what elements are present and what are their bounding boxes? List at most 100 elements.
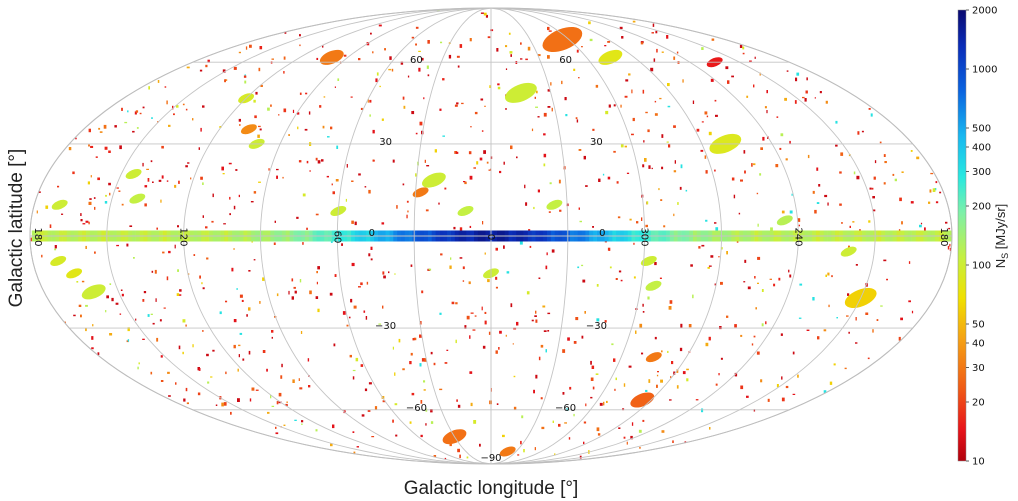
point-source: [709, 427, 711, 430]
point-source: [686, 368, 689, 371]
point-source: [168, 124, 171, 127]
latitude-tick-label: −30: [375, 321, 396, 332]
point-source: [342, 311, 346, 315]
point-source: [421, 57, 424, 61]
point-source: [427, 40, 430, 44]
point-source: [802, 96, 805, 99]
point-source: [677, 202, 679, 205]
point-source: [360, 107, 363, 110]
point-source: [503, 161, 505, 165]
point-source: [351, 262, 355, 267]
point-source: [350, 96, 353, 98]
point-source: [520, 42, 522, 45]
point-source: [182, 319, 186, 323]
point-source: [442, 135, 445, 137]
point-source: [519, 241, 523, 245]
point-source: [535, 90, 538, 94]
point-source: [304, 128, 308, 131]
point-source: [178, 180, 180, 184]
point-source: [591, 365, 595, 369]
point-source: [126, 340, 129, 343]
point-source: [394, 403, 398, 406]
point-source: [224, 79, 226, 83]
point-source: [202, 330, 204, 332]
point-source: [696, 128, 700, 132]
point-source: [407, 210, 409, 213]
point-source: [440, 41, 443, 44]
point-source: [419, 321, 422, 325]
point-source: [454, 151, 458, 154]
point-source: [718, 373, 720, 376]
point-source: [547, 312, 551, 315]
point-source: [789, 210, 793, 214]
point-source: [624, 95, 628, 98]
point-source: [248, 270, 251, 272]
point-source: [676, 51, 679, 54]
point-source: [207, 59, 210, 63]
point-source: [160, 355, 163, 358]
point-source: [661, 166, 664, 170]
point-source: [459, 257, 463, 259]
point-source: [299, 387, 303, 390]
point-source: [271, 330, 274, 333]
point-source: [426, 165, 430, 167]
point-source: [172, 105, 174, 110]
point-source: [704, 155, 707, 159]
point-source: [819, 91, 822, 94]
point-source: [388, 68, 392, 71]
point-source: [427, 74, 430, 77]
point-source: [670, 376, 672, 378]
point-source: [623, 436, 626, 439]
point-source: [156, 227, 158, 230]
point-source: [255, 91, 258, 95]
point-source: [602, 173, 605, 176]
point-source: [727, 80, 730, 84]
point-source: [235, 169, 238, 171]
point-source: [573, 341, 577, 344]
point-source: [402, 368, 405, 371]
point-source: [103, 124, 107, 129]
point-source: [806, 329, 810, 331]
point-source: [919, 224, 922, 228]
point-source: [513, 375, 516, 378]
colorbar-tick-label: 20: [972, 398, 985, 409]
point-source: [258, 67, 261, 72]
point-source: [326, 175, 329, 178]
point-source: [297, 126, 299, 130]
point-source: [816, 202, 820, 204]
point-source: [749, 60, 752, 62]
point-source: [192, 344, 194, 348]
point-source: [99, 131, 103, 133]
point-source: [796, 72, 800, 76]
point-source: [559, 209, 562, 212]
point-source: [873, 176, 876, 180]
point-source: [883, 259, 887, 262]
point-source: [839, 203, 842, 206]
point-source: [947, 245, 950, 250]
point-source: [818, 184, 821, 187]
point-source: [368, 189, 371, 194]
point-source: [142, 106, 145, 109]
point-source: [791, 193, 793, 196]
point-source: [488, 169, 492, 171]
colorbar-tick-label: 30: [972, 363, 985, 374]
point-source: [516, 156, 518, 159]
point-source: [576, 49, 579, 53]
point-source: [276, 168, 279, 171]
point-source: [847, 293, 850, 296]
extended-region: [499, 446, 516, 457]
point-source: [667, 350, 669, 353]
point-source: [358, 58, 361, 61]
point-source: [679, 186, 682, 190]
colorbar-label: NS [MJy/sr]: [993, 204, 1010, 269]
point-source: [388, 271, 390, 274]
point-source: [143, 291, 147, 294]
point-source: [573, 413, 575, 417]
longitude-tick-label: 60: [331, 231, 342, 244]
graticule: [30, 8, 952, 464]
point-source: [503, 245, 505, 249]
map-border: [29, 7, 953, 465]
point-source: [552, 420, 554, 423]
point-source: [161, 145, 164, 149]
